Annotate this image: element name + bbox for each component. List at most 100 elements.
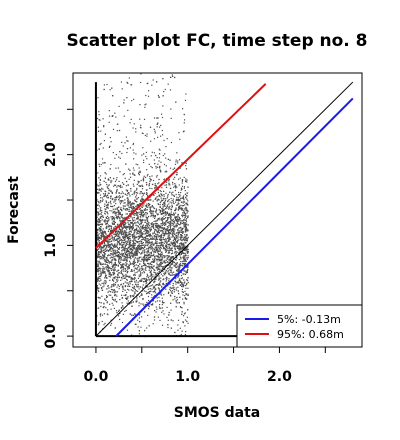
- scatter-point: [165, 223, 167, 225]
- scatter-point: [136, 251, 138, 254]
- scatter-point: [110, 308, 112, 310]
- scatter-point: [172, 256, 175, 258]
- scatter-point: [170, 309, 172, 311]
- scatter-point: [165, 184, 168, 186]
- scatter-point: [121, 191, 123, 193]
- scatter-point: [108, 294, 110, 296]
- scatter-point: [174, 233, 176, 235]
- scatter-point: [137, 225, 139, 227]
- scatter-point: [185, 93, 187, 95]
- scatter-point: [118, 243, 120, 245]
- scatter-point: [173, 241, 175, 243]
- scatter-point: [133, 278, 135, 280]
- scatter-point: [118, 238, 120, 240]
- scatter-point: [128, 192, 130, 194]
- scatter-point: [176, 299, 179, 301]
- scatter-point: [134, 255, 136, 257]
- scatter-point: [164, 262, 166, 264]
- scatter-point: [118, 257, 121, 260]
- scatter-point: [110, 324, 112, 326]
- scatter-point: [138, 208, 140, 210]
- scatter-point: [141, 244, 143, 246]
- scatter-point: [183, 257, 185, 259]
- scatter-point: [111, 253, 113, 255]
- scatter-point: [104, 253, 106, 255]
- scatter-point: [139, 247, 141, 250]
- scatter-point: [124, 208, 126, 210]
- scatter-point: [122, 174, 124, 176]
- scatter-point: [164, 198, 166, 200]
- scatter-point: [125, 275, 127, 277]
- scatter-point: [161, 253, 163, 255]
- scatter-point: [164, 230, 166, 232]
- scatter-point: [119, 244, 121, 246]
- scatter-point: [118, 256, 120, 258]
- scatter-point: [123, 233, 125, 235]
- scatter-point: [107, 220, 109, 222]
- scatter-point: [166, 263, 168, 266]
- scatter-point: [156, 126, 158, 128]
- scatter-point: [149, 208, 151, 211]
- scatter-point: [142, 214, 144, 216]
- scatter-point: [134, 221, 136, 224]
- scatter-point: [174, 225, 176, 227]
- scatter-point: [97, 219, 99, 221]
- scatter-point: [153, 210, 155, 212]
- scatter-point: [159, 126, 161, 128]
- scatter-point: [102, 246, 104, 249]
- scatter-point: [135, 240, 137, 242]
- scatter-point: [100, 217, 102, 219]
- scatter-point: [103, 254, 106, 256]
- scatter-point: [124, 289, 126, 291]
- scatter-point: [161, 219, 163, 221]
- scatter-point: [104, 252, 106, 254]
- scatter-point: [160, 292, 162, 294]
- scatter-point: [146, 83, 148, 85]
- scatter-point: [118, 272, 120, 274]
- scatter-point: [153, 316, 156, 318]
- scatter-point: [155, 222, 157, 224]
- scatter-point: [141, 221, 143, 223]
- scatter-point: [156, 264, 158, 266]
- scatter-point: [105, 201, 108, 203]
- scatter-point: [121, 242, 123, 244]
- scatter-point: [123, 183, 125, 185]
- scatter-point: [120, 272, 122, 274]
- scatter-point: [125, 227, 127, 229]
- scatter-point: [117, 230, 119, 233]
- scatter-point: [146, 244, 148, 247]
- scatter-point: [123, 226, 125, 228]
- scatter-point: [179, 236, 181, 238]
- scatter-point: [129, 240, 131, 242]
- scatter-point: [156, 209, 158, 211]
- scatter-point: [151, 267, 153, 269]
- scatter-point: [115, 199, 117, 201]
- scatter-point: [146, 228, 148, 230]
- scatter-point: [163, 234, 165, 236]
- scatter-point: [125, 262, 127, 264]
- scatter-point: [143, 305, 145, 307]
- scatter-point: [118, 232, 120, 234]
- scatter-point: [110, 163, 112, 166]
- scatter-point: [159, 206, 161, 208]
- scatter-point: [174, 225, 176, 228]
- scatter-point: [142, 147, 144, 149]
- scatter-point: [142, 277, 144, 280]
- scatter-point: [115, 245, 117, 247]
- scatter-point: [118, 256, 120, 258]
- scatter-point: [137, 204, 139, 206]
- scatter-point: [180, 223, 182, 225]
- scatter-point: [121, 269, 123, 271]
- scatter-point: [168, 203, 170, 205]
- scatter-point: [186, 234, 188, 236]
- scatter-point: [155, 242, 157, 244]
- scatter-point: [112, 265, 114, 267]
- scatter-point: [156, 200, 158, 202]
- scatter-point: [112, 128, 115, 130]
- scatter-point: [102, 118, 104, 120]
- scatter-point: [107, 187, 109, 189]
- scatter-point: [182, 214, 184, 216]
- scatter-point: [101, 246, 103, 249]
- scatter-point: [116, 216, 118, 218]
- scatter-point: [123, 248, 125, 250]
